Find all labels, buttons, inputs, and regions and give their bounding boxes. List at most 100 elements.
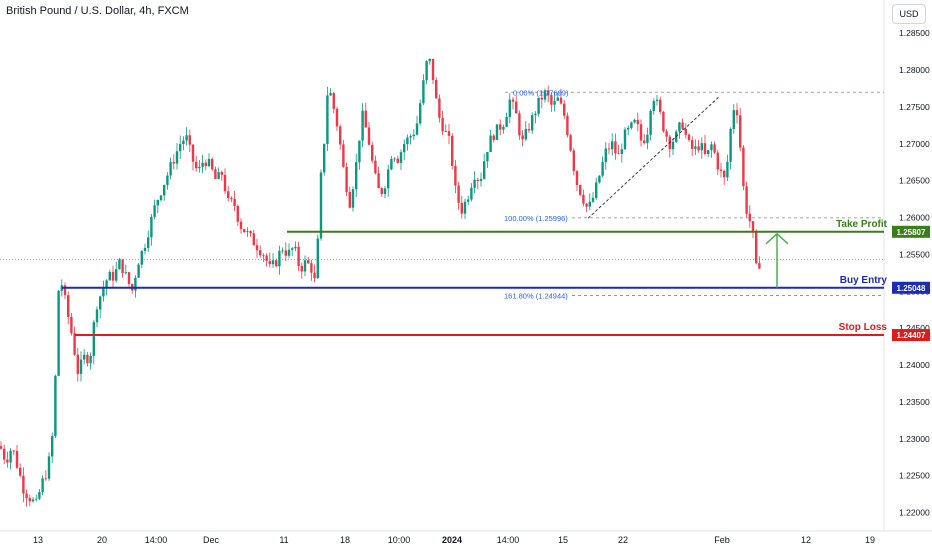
candle-body [598,175,601,183]
candle-body [236,206,239,222]
y-tick-label: 1.26500 [899,176,930,186]
candle-body [54,375,57,437]
candle-body [646,134,649,144]
y-tick-label: 1.27500 [899,102,930,112]
fib-trendline [587,95,721,219]
candle-body [723,170,726,178]
candle-body [255,245,259,251]
candle-body [70,316,73,334]
candle-body [79,359,83,374]
candle-body [214,169,217,179]
candle-body [524,128,527,140]
x-tick-label: 13 [33,535,43,545]
level-price-label: 1.24407 [897,331,926,340]
candle-body [0,446,3,449]
candle-body [121,259,124,274]
candle-body [150,216,153,238]
candle-body [415,123,419,135]
candle-body [387,169,390,189]
candle-body [191,144,195,162]
candle-body [585,203,588,207]
candle-body [351,189,355,208]
candle-body [566,115,569,136]
candle-body [380,188,383,195]
candle-body [547,90,550,96]
x-tick-label: 2024 [442,535,462,545]
x-tick-label: 22 [618,535,628,545]
candle-body [310,263,313,273]
candle-body [38,492,41,499]
y-tick-label: 1.25500 [899,249,930,259]
candle-body [227,191,230,199]
candle-body [559,97,563,104]
x-tick-label: 12 [801,535,811,545]
level-price-tag [892,281,930,294]
candle-body [447,131,451,136]
candle-body [438,98,441,118]
candle-body [713,144,716,153]
candle-body [364,110,367,128]
candle-body [553,100,556,105]
candle-body [396,158,399,163]
fib-level-label: 0.00% (1.27699) [513,88,569,97]
candle-body [511,99,515,102]
candle-body [636,119,639,125]
y-tick-label: 1.27000 [899,139,930,149]
level-name: Take Profit [836,219,888,230]
candle-body [12,450,15,452]
candle-body [630,122,633,128]
candle-body [51,436,54,457]
candle-body [649,110,652,135]
candle-body [518,113,521,136]
candle-body [751,221,755,231]
candle-body [281,250,284,252]
candle-body [300,265,303,272]
candle-body [156,200,159,206]
candle-body [371,144,374,161]
candle-body [243,229,246,233]
candle-body [463,201,467,214]
candle-body [3,448,6,460]
candle-body [707,150,710,155]
candle-body [89,355,92,364]
candle-body [515,101,518,114]
candle-body [700,143,703,151]
candle-body [73,333,76,355]
candle-body [470,187,473,200]
candle-body [671,141,675,150]
candle-body [127,272,131,285]
candle-body [278,250,281,267]
candle-body [185,135,188,141]
candle-body [348,191,351,208]
level-price-tag [892,329,930,342]
candle-body [662,111,665,132]
candle-body [92,322,95,356]
candle-body [188,135,191,145]
candle-body [143,247,147,252]
currency-button[interactable]: USD [892,4,926,24]
candle-body [467,199,470,202]
candle-body [60,285,63,291]
candle-body [367,127,371,145]
candle-body [313,272,316,279]
candle-body [63,285,67,296]
candle-body [15,450,19,468]
fib-level-label: 161.80% (1.24944) [504,291,568,300]
x-tick-label: Feb [714,535,730,545]
candle-body [755,230,758,264]
candle-body [307,260,310,264]
y-tick-label: 1.28500 [899,28,930,38]
candle-body [294,246,297,249]
candle-body [726,161,729,178]
candle-body [691,140,694,149]
candle-body [435,79,438,99]
candle-body [169,162,172,176]
candle-body [166,175,169,185]
x-tick-label: 10:00 [388,535,411,545]
candle-body [374,160,377,174]
candle-body [390,158,393,170]
candle-body [339,126,342,145]
candle-body [140,251,143,265]
candle-body [473,179,476,188]
